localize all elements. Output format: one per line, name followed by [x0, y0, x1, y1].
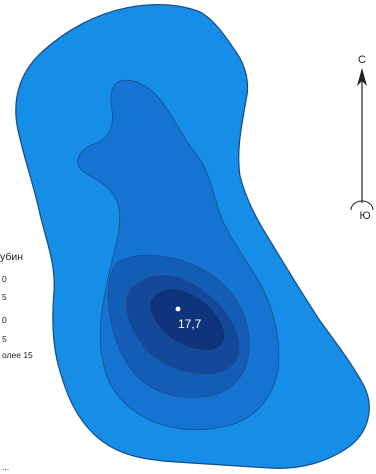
legend-item-4: 5 [2, 334, 7, 344]
north-arrow-icon [350, 68, 374, 211]
max-depth-label: 17,7 [178, 317, 202, 331]
compass: С Ю [350, 54, 374, 222]
legend-item-5: олее 15 [2, 350, 33, 360]
deepest-point-marker [175, 306, 181, 312]
compass-north-label: С [358, 54, 366, 66]
bottom-note: ... [2, 462, 9, 472]
compass-south-label: Ю [359, 210, 370, 222]
legend-title: убин [0, 251, 23, 263]
legend-item-2: 5 [2, 292, 7, 302]
legend-item-1: 0 [2, 274, 7, 284]
depth-zone-deepest [149, 288, 226, 351]
depth-legend: убин 0 5 0 5 олее 15 [0, 251, 33, 360]
legend-item-3: 0 [2, 315, 7, 325]
